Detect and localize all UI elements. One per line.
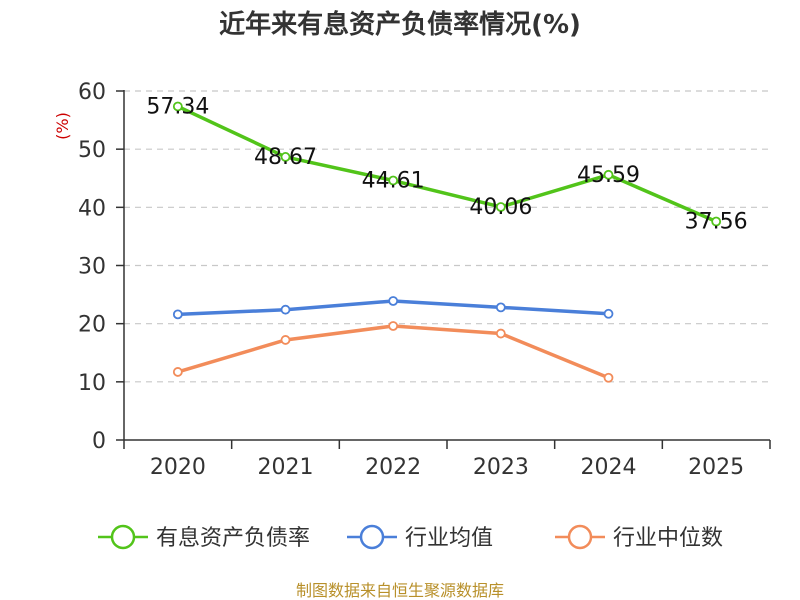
- y-tick-label-40: 40: [78, 196, 106, 221]
- legend-label-0: 有息资产负债率: [156, 526, 310, 551]
- axes: [116, 90, 771, 449]
- legend[interactable]: 有息资产负债率 行业均值 行业中位数: [98, 524, 723, 551]
- y-tick-label-10: 10: [78, 371, 106, 396]
- data-point-1-2: [388, 296, 399, 306]
- legend-item-2[interactable]: 行业中位数: [555, 524, 723, 551]
- data-point-0-4: [603, 169, 614, 180]
- data-point-0-3: [495, 202, 506, 212]
- y-tick-label-30: 30: [78, 255, 106, 280]
- data-point-1-0: [172, 309, 183, 320]
- y-tick-label-20: 20: [78, 313, 106, 338]
- legend-label-2: 行业中位数: [613, 526, 723, 551]
- x-tick-label-2024: 2024: [581, 455, 637, 480]
- data-label-4: 45.59: [577, 163, 640, 188]
- data-point-0-2: [388, 175, 399, 186]
- chart-title: 近年来有息资产负债率情况(%): [219, 9, 581, 40]
- series-line-2: [177, 324, 610, 380]
- legend-marker-0: [110, 524, 136, 550]
- data-point-0-1: [280, 152, 291, 162]
- x-tick-label-2023: 2023: [473, 455, 529, 480]
- y-tick-label-50: 50: [78, 138, 106, 163]
- legend-marker-2: [567, 524, 593, 550]
- legend-marker-1: [359, 524, 385, 550]
- data-point-2-0: [172, 367, 183, 377]
- x-tick-label-2020: 2020: [150, 455, 206, 480]
- legend-item-0[interactable]: 有息资产负债率: [98, 524, 310, 551]
- data-point-0-5: [711, 216, 722, 227]
- series-lines: [172, 101, 722, 383]
- legend-label-1: 行业均值: [405, 526, 493, 551]
- x-tick-labels: 2020 2021 2022 2023 2024 2025: [150, 455, 744, 480]
- data-point-2-3: [495, 328, 506, 339]
- data-label-0: 57.34: [146, 94, 209, 119]
- x-tick-label-2021: 2021: [258, 455, 314, 480]
- y-tick-label-60: 60: [78, 80, 106, 105]
- y-tick-label-0: 0: [92, 429, 106, 454]
- x-tick-label-2025: 2025: [688, 455, 744, 480]
- x-tick-label-2022: 2022: [365, 455, 421, 480]
- data-label-3: 40.06: [469, 195, 532, 220]
- data-point-2-2: [388, 321, 399, 331]
- data-point-0-0: [172, 101, 183, 112]
- source-note: 制图数据来自恒生聚源数据库: [296, 581, 504, 600]
- series-line-0: [177, 104, 717, 224]
- gridlines: [124, 90, 770, 383]
- data-point-2-4: [603, 372, 614, 383]
- data-labels: 57.34 48.67 44.61 40.06 45.59 37.56: [146, 94, 747, 234]
- data-label-5: 37.56: [685, 210, 748, 235]
- data-point-1-1: [280, 304, 291, 315]
- data-point-1-4: [603, 308, 614, 319]
- data-label-2: 44.61: [362, 169, 425, 194]
- y-tick-labels: 0 10 20 30 40 50 60: [78, 80, 106, 454]
- data-label-1: 48.67: [254, 145, 317, 170]
- data-point-1-3: [495, 302, 506, 313]
- legend-item-1[interactable]: 行业均值: [347, 524, 493, 551]
- data-point-2-1: [280, 335, 291, 345]
- y-axis-label: (%): [53, 112, 72, 140]
